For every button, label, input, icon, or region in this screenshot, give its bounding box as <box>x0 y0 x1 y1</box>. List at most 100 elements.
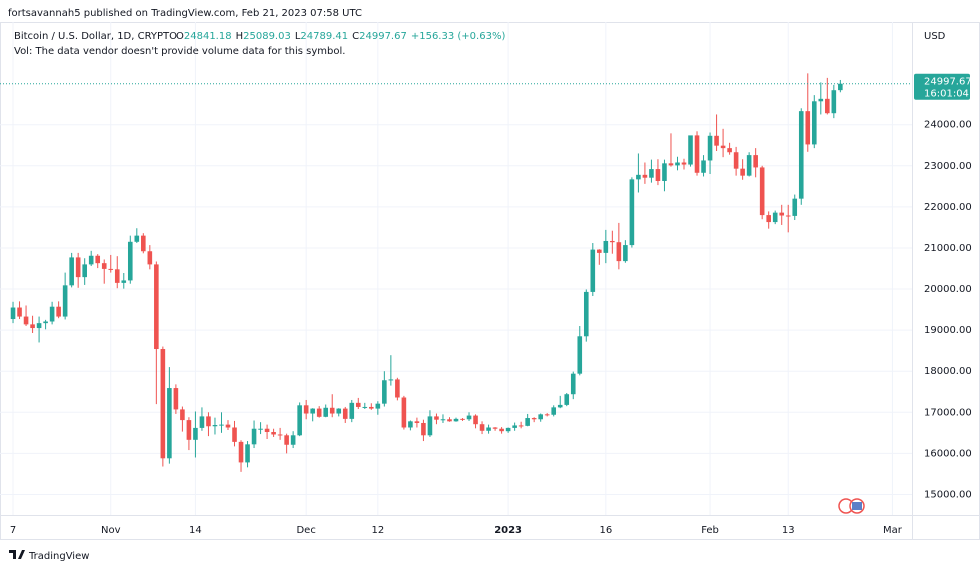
candle-body <box>17 307 22 317</box>
candle-body <box>154 264 159 350</box>
candle-body <box>831 90 837 114</box>
x-tick-label: 13 <box>782 525 795 536</box>
candle-body <box>785 215 791 217</box>
candle-body <box>408 421 413 428</box>
candle-body <box>492 427 498 429</box>
candle-body <box>707 135 713 161</box>
symbol: Bitcoin / U.S. Dollar, 1D, CRYPTO <box>14 31 177 42</box>
candle-body <box>434 416 439 420</box>
candle-body <box>375 403 381 409</box>
event-flags <box>838 498 865 514</box>
candle-body <box>668 163 674 166</box>
candle-body <box>811 101 817 145</box>
candle-body <box>772 212 778 223</box>
x-tick-label: Dec <box>296 525 315 536</box>
candle-body <box>629 179 635 246</box>
candle-body <box>336 408 342 414</box>
candle-body <box>597 249 602 253</box>
ohlc-value: 25089.03 <box>243 31 291 42</box>
candle-body <box>518 425 524 427</box>
candle-body <box>395 379 400 398</box>
candle-body <box>779 212 785 216</box>
candle-body <box>388 379 394 381</box>
candle-body <box>49 306 55 322</box>
candle-body <box>284 435 289 445</box>
candle-body <box>733 152 739 169</box>
candle-body <box>62 285 68 317</box>
candle-body <box>440 419 446 421</box>
ohlc-value: 24789.41 <box>300 31 348 42</box>
candle-body <box>167 388 172 459</box>
candle-body <box>30 324 35 329</box>
candle-body <box>342 408 348 419</box>
candle-body <box>82 264 87 278</box>
candle-body <box>245 444 250 463</box>
candle-body <box>180 409 185 421</box>
candle-body <box>212 425 218 427</box>
footer-brand: TradingView <box>28 551 89 562</box>
candle-body <box>838 83 843 91</box>
y-tick-label: 18000.00 <box>924 366 972 377</box>
candle-body <box>114 269 120 283</box>
candle-body <box>603 240 609 253</box>
candle-body <box>219 424 224 426</box>
candle-body <box>538 414 543 420</box>
candle-body <box>616 242 622 262</box>
candle-body <box>805 111 811 145</box>
y-tick-label: 15000.00 <box>924 489 972 500</box>
candle-body <box>740 168 745 176</box>
candle-body <box>349 402 355 419</box>
candle-body <box>720 145 726 149</box>
candle-body <box>583 291 589 337</box>
candle-body <box>479 424 485 431</box>
currency: USD <box>924 31 946 42</box>
y-tick-label: 17000.00 <box>924 407 972 418</box>
ohlc-legend: O24841.18 H25089.03 L24789.41 C24997.67 +156… <box>176 31 505 42</box>
x-tick-label: Nov <box>101 525 121 536</box>
candle-body <box>727 148 732 153</box>
y-tick-label: 20000.00 <box>924 284 972 295</box>
candle-body <box>447 419 452 422</box>
candle-body <box>297 405 302 436</box>
candle-body <box>421 422 426 436</box>
candle-body <box>590 249 596 292</box>
candle-body <box>427 416 433 436</box>
y-tick-label: 22000.00 <box>924 202 972 213</box>
candle-body <box>792 198 798 216</box>
candle-body <box>570 373 576 395</box>
last-price-label: 24997.67 <box>924 77 972 88</box>
candle-body <box>290 435 296 445</box>
candle-body <box>23 316 29 325</box>
candle-body <box>186 420 192 440</box>
candle-body <box>401 397 407 428</box>
candle-body <box>199 416 205 428</box>
candle-body <box>127 241 133 281</box>
ohlc-value: 24997.67 <box>359 31 407 42</box>
last-price-box <box>914 73 970 100</box>
candle-body <box>147 251 153 265</box>
ohlc-key: L <box>295 31 301 42</box>
candle-body <box>505 427 511 432</box>
candle-body <box>531 418 537 420</box>
candle-body <box>564 394 570 405</box>
candle-body <box>43 321 48 324</box>
candle-body <box>610 240 615 243</box>
candle-body <box>238 441 244 463</box>
candle-body <box>232 427 237 442</box>
candle-body <box>766 215 771 223</box>
ohlc-key: O <box>176 31 184 42</box>
candle-body <box>251 428 257 445</box>
candle-body <box>414 421 420 423</box>
x-tick-label: 7 <box>10 525 16 536</box>
candle-body <box>121 280 127 283</box>
candle-body <box>108 268 114 270</box>
candle-body <box>551 407 557 415</box>
ohlc-value: 24841.18 <box>184 31 232 42</box>
candle-body <box>88 255 94 265</box>
candle-body <box>701 160 706 173</box>
candle-body <box>277 434 283 436</box>
candle-body <box>453 418 459 422</box>
candle-body <box>825 98 830 114</box>
x-tick-label: Mar <box>883 525 903 536</box>
candle-body <box>746 155 752 176</box>
